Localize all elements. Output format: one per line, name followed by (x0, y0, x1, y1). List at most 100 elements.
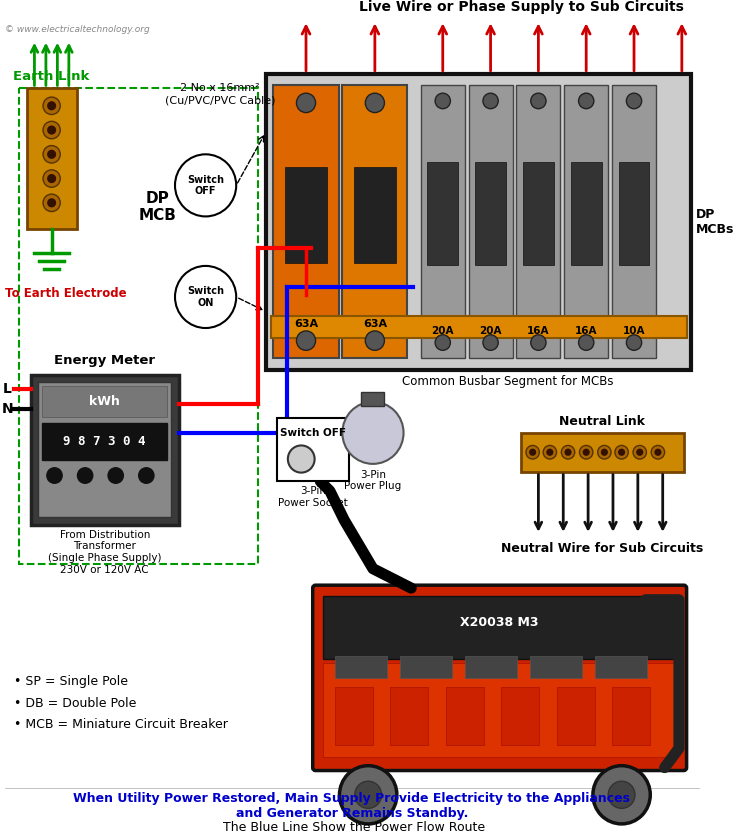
Text: 63A: 63A (294, 319, 318, 329)
Text: 63A: 63A (363, 319, 387, 329)
Circle shape (297, 94, 316, 113)
Circle shape (43, 170, 60, 187)
Bar (335, 656, 387, 678)
Bar (342, 85, 408, 358)
Circle shape (565, 449, 571, 455)
Circle shape (365, 331, 384, 351)
Bar (323, 596, 676, 659)
Circle shape (547, 449, 553, 455)
Bar (464, 656, 517, 678)
Circle shape (584, 449, 589, 455)
Text: 3-Pin
Power Socket: 3-Pin Power Socket (278, 486, 348, 508)
Circle shape (355, 782, 381, 808)
Circle shape (108, 468, 124, 483)
Circle shape (365, 94, 384, 113)
Text: 16A: 16A (527, 326, 550, 336)
Bar (274, 85, 339, 358)
Bar (469, 85, 512, 358)
Text: From Distribution
Transformer
(Single Phase Supply)
230V or 120V AC: From Distribution Transformer (Single Ph… (48, 530, 161, 574)
Bar (19, 89, 258, 564)
Text: © www.electricaltechnology.org: © www.electricaltechnology.org (4, 25, 149, 34)
Circle shape (637, 449, 643, 455)
Circle shape (655, 449, 661, 455)
Circle shape (77, 468, 93, 483)
Circle shape (48, 175, 55, 183)
Text: • MCB = Miniature Circuit Breaker: • MCB = Miniature Circuit Breaker (14, 718, 228, 731)
Bar (530, 656, 582, 678)
Circle shape (562, 445, 575, 459)
Circle shape (598, 445, 611, 459)
Text: 9 8 7 3 0 4: 9 8 7 3 0 4 (63, 435, 146, 448)
Bar (42, 423, 167, 460)
Circle shape (297, 331, 316, 351)
Circle shape (543, 445, 556, 459)
Bar (390, 687, 428, 745)
Circle shape (175, 154, 236, 216)
Bar (323, 664, 676, 757)
Circle shape (608, 782, 635, 808)
Bar (38, 382, 171, 517)
Circle shape (593, 766, 651, 824)
Circle shape (526, 445, 539, 459)
Text: Earth Link: Earth Link (13, 70, 90, 84)
Bar (445, 687, 484, 745)
Text: Common Busbar Segment for MCBs: Common Busbar Segment for MCBs (402, 375, 613, 387)
Circle shape (483, 94, 498, 109)
Text: 20A: 20A (479, 326, 502, 336)
Circle shape (601, 449, 607, 455)
Bar (31, 375, 179, 525)
Circle shape (138, 468, 154, 483)
Bar (335, 687, 373, 745)
Text: 20A: 20A (431, 326, 454, 336)
Bar (285, 167, 327, 263)
Bar (571, 162, 601, 266)
Bar (26, 89, 77, 229)
Circle shape (435, 94, 450, 109)
Circle shape (619, 449, 624, 455)
Circle shape (435, 335, 450, 351)
Text: The Blue Line Show the Power Flow Route: The Blue Line Show the Power Flow Route (219, 821, 485, 834)
Text: DP
MCBs: DP MCBs (696, 208, 735, 235)
Circle shape (530, 449, 536, 455)
Text: • SP = Single Pole: • SP = Single Pole (14, 676, 128, 688)
Circle shape (288, 445, 314, 473)
Text: Switch OFF: Switch OFF (280, 428, 346, 438)
Text: When Utility Power Restored, Main Supply Provide Electricity to the Appliances
a: When Utility Power Restored, Main Supply… (74, 792, 631, 820)
Text: 10A: 10A (623, 326, 645, 336)
Circle shape (175, 266, 236, 328)
Text: 3-Pin
Power Plug: 3-Pin Power Plug (344, 470, 402, 491)
Circle shape (531, 335, 546, 351)
Text: Switch
ON: Switch ON (187, 286, 224, 308)
Text: Neutral Link: Neutral Link (559, 415, 645, 428)
Text: kWh: kWh (89, 395, 120, 408)
Bar (354, 167, 396, 263)
Bar (277, 418, 349, 481)
Circle shape (579, 445, 593, 459)
Bar (475, 162, 506, 266)
Text: N: N (1, 402, 13, 416)
Bar (517, 85, 560, 358)
Bar (556, 687, 595, 745)
Bar (266, 73, 691, 370)
Bar (619, 162, 649, 266)
Bar (501, 687, 539, 745)
Circle shape (626, 335, 642, 351)
Bar (361, 392, 384, 406)
Circle shape (48, 102, 55, 109)
Circle shape (342, 402, 403, 464)
Circle shape (578, 335, 594, 351)
Circle shape (483, 335, 498, 351)
Bar (565, 85, 608, 358)
Circle shape (339, 766, 397, 824)
FancyBboxPatch shape (313, 585, 687, 771)
Text: X20038 M3: X20038 M3 (461, 615, 539, 629)
Bar (42, 387, 167, 418)
Circle shape (651, 445, 665, 459)
Text: 2 No x 16mm²
(Cu/PVC/PVC Cable): 2 No x 16mm² (Cu/PVC/PVC Cable) (165, 84, 275, 105)
Circle shape (626, 94, 642, 109)
Circle shape (48, 199, 55, 207)
Circle shape (43, 97, 60, 114)
Circle shape (578, 94, 594, 109)
Text: Live Wire or Phase Supply to Sub Circuits: Live Wire or Phase Supply to Sub Circuit… (358, 0, 684, 13)
Text: 16A: 16A (575, 326, 598, 336)
